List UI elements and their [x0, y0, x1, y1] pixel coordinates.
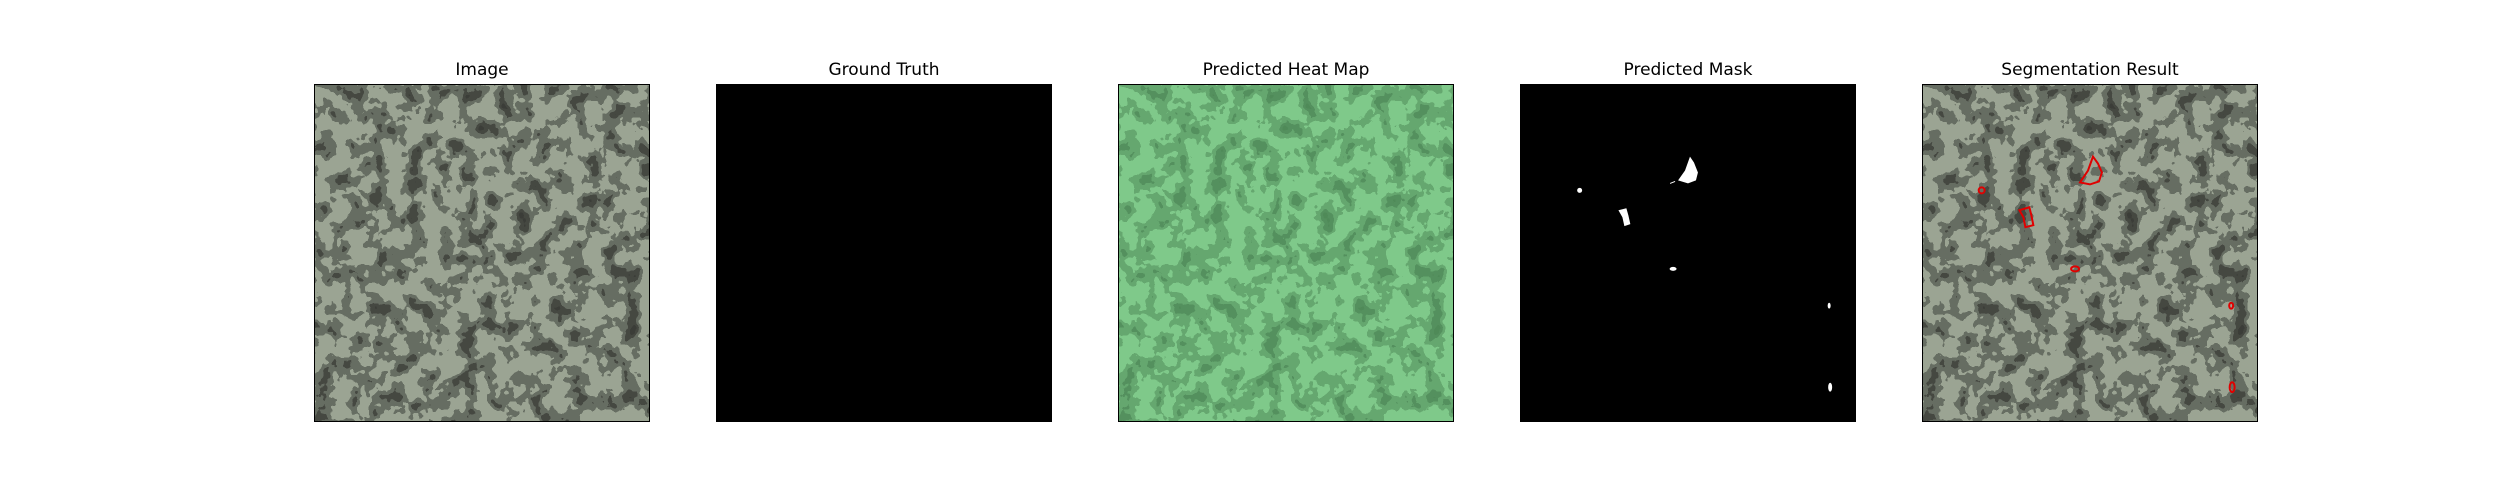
panel-segmentation-result: Segmentation Result [1922, 0, 2258, 500]
segmentation-result [1923, 85, 2257, 421]
panel-predicted-mask: Predicted Mask [1520, 0, 1856, 500]
panel-title-segmentation-result: Segmentation Result [1922, 60, 2258, 80]
panel-title-heat-map: Predicted Heat Map [1118, 60, 1454, 80]
predicted-mask-frame [1520, 84, 1856, 422]
mask-blob-dot-2 [1670, 267, 1677, 271]
input-image [315, 85, 649, 421]
mask-blob-dot-3 [1828, 303, 1831, 309]
ground-truth-mask [717, 85, 1051, 421]
predicted-mask [1521, 85, 1855, 421]
panel-title-image: Image [314, 60, 650, 80]
ground-truth-frame [716, 84, 1052, 422]
mask-blob-dot-1 [1577, 188, 1582, 193]
panel-image: Image [314, 0, 650, 500]
segmentation-result-frame [1922, 84, 2258, 422]
panel-title-ground-truth: Ground Truth [716, 60, 1052, 80]
image-frame [314, 84, 650, 422]
predicted-heat-map [1119, 85, 1453, 421]
panel-heat-map: Predicted Heat Map [1118, 0, 1454, 500]
panel-title-predicted-mask: Predicted Mask [1520, 60, 1856, 80]
panel-ground-truth: Ground Truth [716, 0, 1052, 500]
mask-blob-dot-4 [1828, 383, 1832, 392]
heat-map-frame [1118, 84, 1454, 422]
